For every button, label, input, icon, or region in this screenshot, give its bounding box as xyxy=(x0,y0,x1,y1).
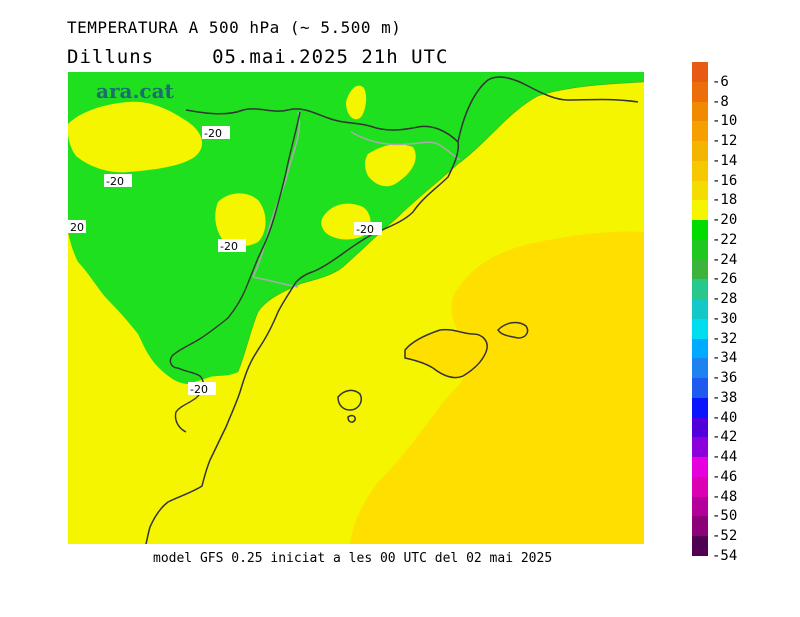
ara-logo: ara.cat xyxy=(96,79,175,103)
legend-label: -10 xyxy=(712,113,738,130)
inland-border xyxy=(174,367,204,433)
svg-text:-20: -20 xyxy=(220,240,238,253)
color-legend-bar xyxy=(692,62,708,557)
yellow-pocket-north xyxy=(346,85,367,120)
contour-line-minus-20 xyxy=(237,81,644,373)
legend-label: -30 xyxy=(712,310,738,327)
contour-label: 20 xyxy=(68,220,86,234)
legend-color-swatch xyxy=(692,279,708,300)
legend-color-swatch xyxy=(692,476,708,498)
legend-color-swatch xyxy=(692,338,708,359)
legend-color-swatch xyxy=(692,299,708,320)
mallorca-island xyxy=(404,328,488,379)
contour-label: -20 xyxy=(354,222,382,236)
legend-label: -36 xyxy=(712,370,738,387)
legend-label: -8 xyxy=(712,93,729,110)
contour-label: -20 xyxy=(188,382,216,396)
legend-label: -26 xyxy=(712,271,738,288)
legend-color-swatch xyxy=(692,121,708,142)
legend-label: -6 xyxy=(712,73,729,90)
legend-color-swatch xyxy=(692,417,708,438)
legend-label: -20 xyxy=(712,212,738,229)
legend-color-swatch xyxy=(692,536,708,557)
legend-color-swatch xyxy=(692,358,708,379)
legend-label: -48 xyxy=(712,488,738,505)
legend-color-swatch xyxy=(692,180,708,201)
legend-color-swatch xyxy=(692,141,708,162)
legend-color-swatch xyxy=(692,397,708,419)
svg-text:-20: -20 xyxy=(204,127,222,140)
legend-color-swatch xyxy=(692,101,708,122)
eivissa-island xyxy=(337,389,362,411)
model-footer: model GFS 0.25 iniciat a les 00 UTC del … xyxy=(153,551,553,566)
svg-text:20: 20 xyxy=(70,221,84,234)
legend-color-swatch xyxy=(692,220,708,241)
temperature-map: -20 -20 20 -20 -20 -20 ara.cat xyxy=(68,72,644,544)
legend-color-swatch xyxy=(692,160,708,182)
color-legend-labels: -6 -8 -10 -12 -14 -16 -18 -20 -22 -24 -26 -28 -30 -32… xyxy=(712,62,792,563)
legend-color-swatch xyxy=(692,259,708,280)
legend-color-swatch xyxy=(692,318,708,340)
yellow-pocket-center xyxy=(215,193,266,247)
legend-color-swatch xyxy=(692,457,708,478)
legend-label: -32 xyxy=(712,330,738,347)
yellow-intrusion-south xyxy=(365,144,416,187)
contour-label: -20 xyxy=(104,174,132,188)
map-title: TEMPERATURA A 500 hPa (~ 5.500 m) xyxy=(67,18,402,37)
legend-label: -16 xyxy=(712,172,738,189)
legend-label: -46 xyxy=(712,468,738,485)
legend-color-swatch xyxy=(692,496,708,517)
legend-label: -44 xyxy=(712,449,738,466)
legend-color-swatch xyxy=(692,516,708,537)
svg-text:-20: -20 xyxy=(106,175,124,188)
svg-text:-20: -20 xyxy=(190,383,208,396)
legend-color-swatch xyxy=(692,378,708,399)
contour-label: -20 xyxy=(218,239,246,253)
legend-label: -12 xyxy=(712,133,738,150)
legend-label: -52 xyxy=(712,528,738,545)
map-subtitle: Dilluns 05.mai.2025 21h UTC xyxy=(67,46,448,68)
legend-color-swatch xyxy=(692,200,708,221)
legend-color-swatch xyxy=(692,81,708,102)
legend-label: -38 xyxy=(712,389,738,406)
coastline-ne xyxy=(457,76,639,143)
legend-label: -54 xyxy=(712,548,738,564)
formentera-island xyxy=(347,414,356,423)
gold-band-area xyxy=(350,231,644,544)
legend-label: -22 xyxy=(712,231,738,248)
coastline xyxy=(145,108,460,544)
svg-text:-20: -20 xyxy=(356,223,374,236)
legend-label: -34 xyxy=(712,350,738,367)
pyrenees-border xyxy=(169,111,301,369)
forecast-datetime: 05.mai.2025 21h UTC xyxy=(212,46,449,68)
menorca-island xyxy=(497,321,529,339)
legend-label: -42 xyxy=(712,429,738,446)
contour-label: -20 xyxy=(202,126,230,140)
yellow-pocket-nw xyxy=(68,101,203,173)
legend-label: -24 xyxy=(712,251,738,268)
legend-label: -18 xyxy=(712,192,738,209)
legend-color-swatch xyxy=(692,239,708,261)
legend-label: -40 xyxy=(712,409,738,426)
forecast-day: Dilluns xyxy=(67,46,155,68)
legend-color-swatch xyxy=(692,62,708,83)
legend-label: -28 xyxy=(712,291,738,308)
legend-label: -50 xyxy=(712,508,738,525)
legend-label: -14 xyxy=(712,152,738,169)
legend-color-swatch xyxy=(692,437,708,458)
